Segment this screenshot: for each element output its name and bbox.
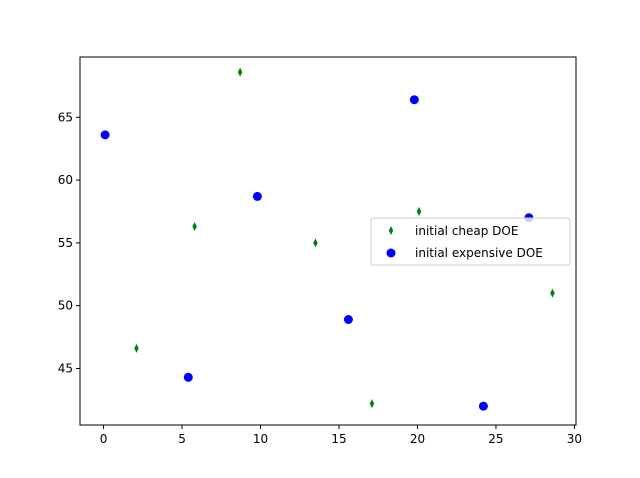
y-tick-label: 65 [58, 110, 73, 124]
data-point-expensive-doe [478, 401, 488, 411]
data-point-expensive-doe [343, 314, 353, 324]
data-point-cheap-doe [416, 206, 422, 216]
y-tick-label: 50 [58, 299, 73, 313]
x-tick-label: 10 [253, 432, 268, 446]
data-point-cheap-doe [369, 399, 375, 409]
x-tick-label: 0 [100, 432, 108, 446]
x-tick-label: 25 [488, 432, 503, 446]
data-point-cheap-doe [550, 288, 555, 298]
data-point-expensive-doe [409, 95, 419, 105]
legend-label-expensive-doe: initial expensive DOE [415, 246, 543, 260]
axes-frame [79, 56, 577, 426]
x-tick-label: 20 [410, 432, 425, 446]
x-tick-label: 30 [567, 432, 582, 446]
x-axis: 0 5 10 15 20 25 30 [100, 425, 582, 446]
data-point-cheap-doe [313, 238, 318, 248]
legend-marker-cheap-doe [388, 226, 394, 235]
legend-label-cheap-doe: initial cheap DOE [415, 224, 518, 238]
data-point-expensive-doe [100, 130, 110, 140]
data-point-cheap-doe [237, 67, 243, 77]
legend-marker-expensive-doe [386, 248, 396, 258]
y-axis: 45 50 55 60 65 [58, 110, 80, 375]
y-tick-label: 45 [58, 361, 73, 375]
y-tick-label: 60 [58, 173, 73, 187]
data-point-expensive-doe [252, 191, 262, 201]
legend-box [370, 217, 571, 266]
legend: initial cheap DOE initial expensive DOE [370, 217, 571, 266]
x-tick-label: 15 [331, 432, 346, 446]
y-tick-label: 55 [58, 236, 73, 250]
x-tick-label: 5 [178, 432, 186, 446]
data-point-cheap-doe [134, 343, 139, 353]
data-point-cheap-doe [192, 222, 197, 232]
data-point-expensive-doe [183, 372, 193, 382]
